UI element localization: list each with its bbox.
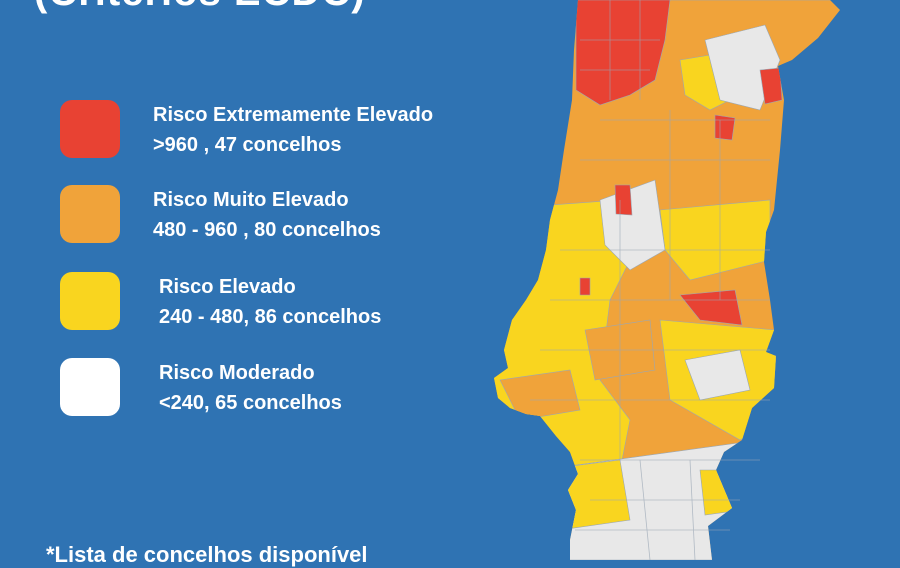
- footnote: *Lista de concelhos disponível: [46, 542, 368, 567]
- map-region-very-high-lisbon: [499, 369, 581, 421]
- legend-title-extreme: Risco Extremamente Elevado: [153, 104, 434, 126]
- map-region-high-southeast: [699, 469, 743, 516]
- map-region-extreme-northeast: [759, 67, 783, 105]
- map-borders: [530, 0, 770, 560]
- map-region-moderate-east: [684, 349, 751, 401]
- map-region-extreme-small-c: [579, 277, 591, 296]
- legend-swatch-very-high: [60, 185, 120, 243]
- map-region-extreme-small-b: [714, 114, 736, 141]
- legend-detail-high: 240 - 480, 86 concelhos: [159, 306, 382, 328]
- legend-detail-extreme: >960 , 47 concelhos: [153, 134, 342, 156]
- map-region-extreme-east: [679, 289, 743, 326]
- portugal-risk-map: [494, 0, 840, 560]
- map-regions: [494, 0, 840, 560]
- map-region-extreme-small-a: [614, 184, 633, 216]
- legend-detail-moderate: <240, 65 concelhos: [159, 392, 342, 414]
- legend-title-moderate: Risco Moderado: [159, 362, 315, 384]
- legend-swatch-moderate: [60, 358, 120, 416]
- legend-title-very-high: Risco Muito Elevado: [153, 189, 349, 211]
- page-title: (Critérios ECDC): [34, 0, 366, 15]
- legend-title-high: Risco Elevado: [159, 276, 296, 298]
- legend-swatch-high: [60, 272, 120, 330]
- map-region-high-southwest: [539, 459, 631, 531]
- legend-detail-very-high: 480 - 960 , 80 concelhos: [153, 219, 381, 241]
- map-region-extreme-north: [575, 0, 671, 106]
- map-border-lines: [530, 0, 770, 560]
- legend-swatch-extreme: [60, 100, 120, 158]
